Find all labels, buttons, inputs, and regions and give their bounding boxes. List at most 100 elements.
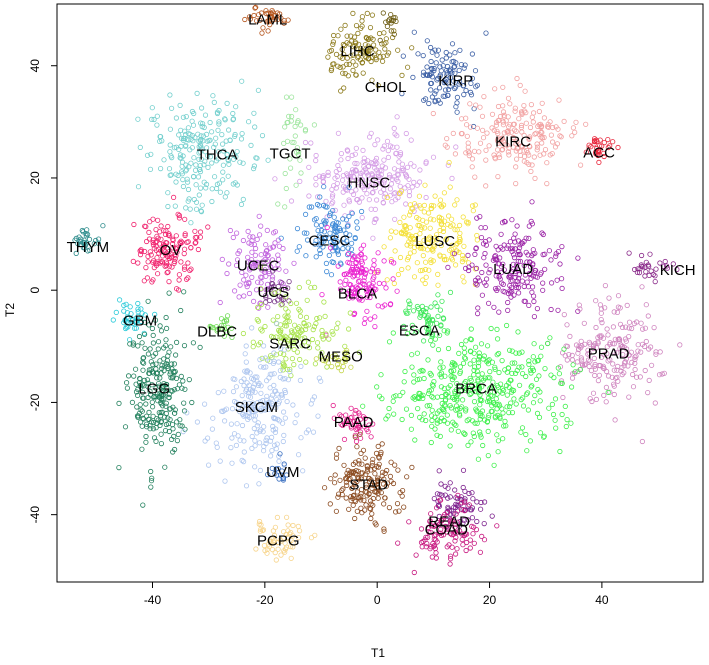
data-point: [434, 77, 440, 83]
data-point: [397, 183, 403, 189]
data-point: [309, 336, 316, 343]
data-point: [422, 266, 429, 273]
data-point: [241, 293, 247, 299]
cluster-label-pcpg: PCPG: [257, 533, 300, 550]
data-point: [504, 404, 510, 410]
data-point: [123, 325, 129, 332]
data-point: [343, 271, 349, 277]
data-point: [511, 127, 518, 133]
data-point: [393, 229, 399, 235]
data-point: [444, 412, 450, 418]
data-point: [367, 505, 373, 511]
data-point: [471, 398, 478, 405]
data-point: [294, 412, 300, 418]
data-point: [178, 373, 184, 379]
data-point: [420, 338, 427, 344]
data-point: [166, 166, 173, 172]
data-point: [374, 475, 381, 481]
data-point: [399, 72, 405, 79]
data-point: [150, 259, 156, 265]
data-point: [173, 171, 179, 177]
data-point: [372, 161, 378, 167]
data-point: [161, 157, 167, 163]
data-point: [341, 421, 347, 427]
data-point: [163, 314, 169, 321]
data-point: [582, 341, 588, 347]
data-point: [433, 555, 439, 561]
data-point: [521, 262, 527, 269]
data-point: [429, 332, 435, 338]
data-point: [286, 318, 292, 324]
data-point: [530, 119, 536, 125]
data-point: [315, 228, 321, 234]
data-point: [386, 504, 392, 511]
data-point: [463, 87, 469, 94]
data-point: [159, 396, 165, 402]
data-point: [411, 179, 417, 185]
data-point: [511, 396, 517, 402]
data-point: [576, 343, 582, 349]
data-point: [372, 520, 378, 526]
data-point: [421, 209, 427, 215]
data-point: [358, 450, 364, 456]
data-point: [305, 427, 311, 433]
data-point: [458, 341, 465, 348]
data-point: [532, 131, 538, 137]
data-point: [429, 382, 435, 388]
data-point: [473, 246, 479, 252]
data-point: [326, 212, 333, 219]
data-point: [432, 523, 438, 529]
data-point: [343, 356, 349, 363]
data-point: [558, 134, 564, 140]
data-point: [474, 82, 480, 88]
data-point: [595, 152, 601, 159]
data-point: [462, 256, 468, 262]
data-point: [274, 321, 280, 327]
y-tick-label: -20: [28, 393, 42, 411]
data-point: [198, 208, 204, 214]
data-point: [409, 329, 415, 335]
data-point: [264, 393, 270, 399]
data-point: [443, 237, 449, 243]
data-point: [387, 473, 393, 479]
data-point: [532, 392, 538, 399]
data-point: [434, 232, 440, 238]
data-point: [486, 412, 492, 418]
data-point: [277, 537, 283, 543]
data-point: [540, 287, 546, 293]
data-point: [501, 267, 507, 273]
data-point: [431, 203, 437, 209]
data-point: [474, 237, 480, 243]
data-point: [148, 468, 154, 475]
x-tick-label: -20: [256, 593, 274, 607]
data-point: [166, 290, 172, 296]
data-point: [154, 416, 160, 422]
data-point: [465, 252, 471, 258]
data-point: [176, 382, 182, 388]
data-point: [301, 230, 307, 236]
data-point: [185, 179, 191, 185]
data-point: [410, 308, 417, 314]
data-point: [275, 465, 281, 472]
data-point: [139, 446, 145, 452]
data-point: [454, 109, 460, 115]
data-point: [147, 219, 153, 225]
data-point: [416, 395, 422, 402]
data-point: [511, 255, 518, 261]
data-point: [459, 536, 465, 543]
data-point: [141, 377, 147, 383]
data-point: [385, 154, 391, 160]
data-point: [452, 551, 459, 557]
data-point: [161, 243, 168, 249]
data-point: [531, 313, 538, 320]
data-point: [360, 447, 367, 453]
data-point: [367, 24, 374, 31]
data-point: [164, 325, 170, 331]
data-point: [447, 52, 453, 58]
data-point: [358, 25, 364, 31]
data-point: [460, 384, 467, 391]
data-point: [280, 335, 286, 341]
data-point: [352, 151, 358, 157]
data-point: [592, 372, 598, 379]
data-point: [445, 92, 451, 99]
